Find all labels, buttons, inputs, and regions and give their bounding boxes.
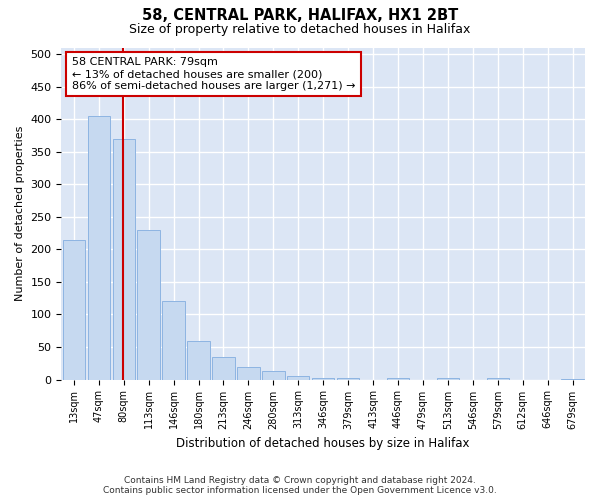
- Bar: [62, 240, 85, 380]
- Text: Size of property relative to detached houses in Halifax: Size of property relative to detached ho…: [130, 22, 470, 36]
- Bar: [437, 378, 459, 380]
- Bar: [113, 138, 135, 380]
- Bar: [163, 302, 185, 380]
- Text: 58 CENTRAL PARK: 79sqm
← 13% of detached houses are smaller (200)
86% of semi-de: 58 CENTRAL PARK: 79sqm ← 13% of detached…: [72, 58, 355, 90]
- Bar: [562, 379, 584, 380]
- X-axis label: Distribution of detached houses by size in Halifax: Distribution of detached houses by size …: [176, 437, 470, 450]
- Bar: [212, 357, 235, 380]
- Bar: [337, 378, 359, 380]
- Bar: [487, 378, 509, 380]
- Text: 58, CENTRAL PARK, HALIFAX, HX1 2BT: 58, CENTRAL PARK, HALIFAX, HX1 2BT: [142, 8, 458, 22]
- Bar: [312, 378, 334, 380]
- Bar: [237, 366, 260, 380]
- Bar: [287, 376, 310, 380]
- Bar: [88, 116, 110, 380]
- Bar: [137, 230, 160, 380]
- Bar: [387, 378, 409, 380]
- Y-axis label: Number of detached properties: Number of detached properties: [15, 126, 25, 301]
- Bar: [262, 371, 284, 380]
- Text: Contains HM Land Registry data © Crown copyright and database right 2024.
Contai: Contains HM Land Registry data © Crown c…: [103, 476, 497, 495]
- Bar: [187, 340, 210, 380]
